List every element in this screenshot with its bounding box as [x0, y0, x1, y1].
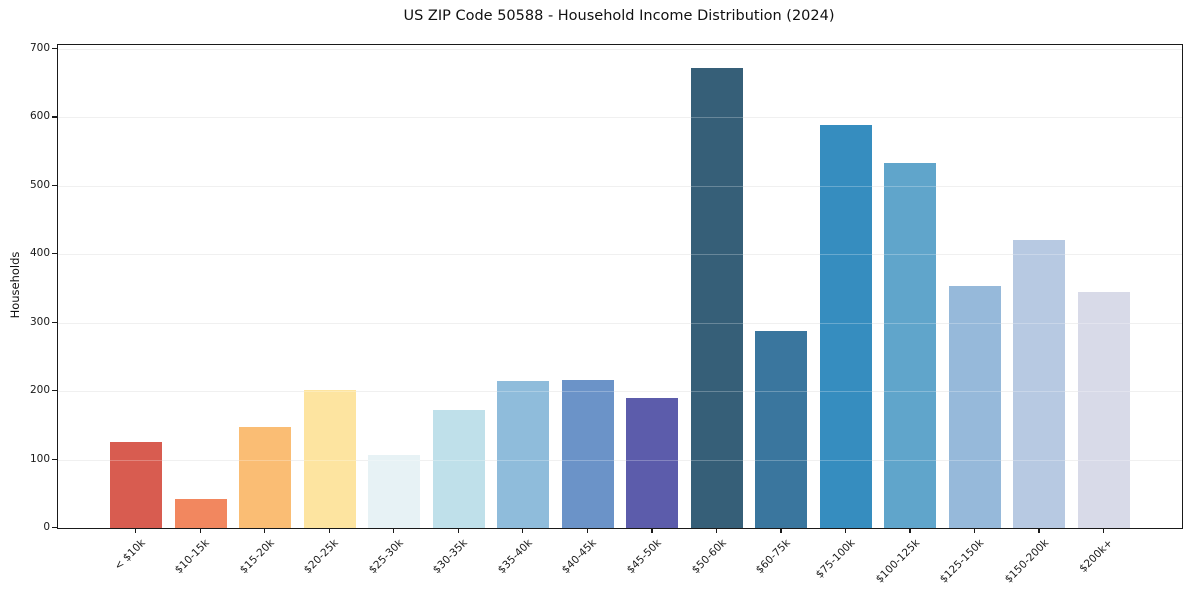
- x-tick-mark: [973, 528, 976, 533]
- gridline: [58, 459, 1182, 461]
- x-tick-label: $100-125k: [873, 537, 922, 586]
- bar-45-50k: [626, 397, 679, 528]
- bar-10k: [110, 441, 162, 528]
- bar-10-15k: [174, 499, 227, 528]
- bar-30-35k: [432, 410, 485, 528]
- gridline-overlay: [58, 254, 1182, 256]
- bar-100-125k: [884, 163, 937, 528]
- x-tick-mark: [780, 528, 782, 533]
- x-tick-mark: [1038, 528, 1040, 533]
- gridline: [58, 254, 1182, 256]
- y-tick-mark: [52, 390, 57, 392]
- bar-15-20k: [239, 426, 292, 528]
- x-tick-label: < $10k: [111, 537, 148, 573]
- x-tick-mark: [651, 528, 653, 533]
- x-tick-label: $200k+: [1077, 537, 1116, 575]
- bar-150-200k: [1013, 239, 1066, 528]
- bar-35-40k: [497, 380, 550, 528]
- x-tick-label: $20-25k: [302, 537, 342, 577]
- y-tick-label: 500: [29, 178, 50, 191]
- y-tick-label: 700: [29, 41, 50, 54]
- x-tick-mark: [264, 528, 266, 533]
- x-tick-label: $75-100k: [813, 537, 858, 581]
- y-tick-label: 600: [29, 110, 50, 123]
- x-tick-mark: [844, 528, 847, 533]
- y-tick-label: 400: [29, 247, 50, 260]
- x-tick-label: $40-45k: [560, 537, 600, 577]
- y-tick-mark: [52, 458, 57, 460]
- x-tick-mark: [522, 528, 524, 533]
- x-tick-label: $150-200k: [1002, 537, 1051, 586]
- bar-125-150k: [948, 285, 1001, 528]
- y-tick-label: 200: [29, 384, 50, 397]
- gridline: [58, 322, 1182, 324]
- gridline-overlay: [58, 322, 1182, 324]
- chart-title: US ZIP Code 50588 - Household Income Dis…: [403, 8, 835, 24]
- x-tick-mark: [586, 528, 589, 533]
- gridline: [58, 117, 1182, 119]
- bar-200k: [1078, 291, 1130, 528]
- y-axis-label: Households: [8, 251, 22, 319]
- bar-50-60k: [690, 68, 743, 528]
- x-tick-label: $35-40k: [495, 537, 535, 577]
- x-tick-label: $15-20k: [237, 537, 277, 577]
- y-tick-mark: [52, 116, 57, 118]
- x-tick-mark: [328, 528, 330, 533]
- bar-25-30k: [368, 454, 421, 528]
- y-tick-mark: [52, 527, 57, 529]
- y-tick-label: 0: [43, 521, 50, 533]
- gridline-overlay: [58, 117, 1182, 119]
- gridline-overlay: [58, 48, 1182, 50]
- x-tick-label: $10-15k: [172, 537, 213, 577]
- y-tick-mark: [52, 253, 57, 255]
- x-tick-mark: [909, 528, 911, 533]
- x-tick-label: $25-30k: [366, 537, 406, 577]
- y-tick-label: 300: [29, 315, 50, 328]
- gridline: [58, 48, 1182, 50]
- gridline-overlay: [58, 391, 1182, 393]
- gridline-overlay: [58, 459, 1182, 461]
- x-tick-mark: [199, 528, 201, 533]
- x-tick-label: $125-150k: [937, 537, 987, 586]
- x-tick-label: $45-50k: [624, 537, 664, 577]
- bar-60-75k: [755, 330, 808, 528]
- gridline-overlay: [58, 185, 1182, 187]
- y-tick-label: 100: [29, 452, 50, 465]
- plot-area: [57, 44, 1183, 529]
- bar-75-100k: [819, 124, 872, 528]
- x-tick-label: $30-35k: [431, 537, 471, 577]
- x-tick-mark: [715, 528, 718, 533]
- y-tick-mark: [52, 184, 57, 187]
- x-tick-mark: [1103, 528, 1105, 533]
- x-tick-mark: [135, 528, 137, 533]
- x-tick-label: $50-60k: [689, 537, 729, 577]
- bar-40-45k: [561, 380, 614, 528]
- bar-20-25k: [303, 390, 356, 528]
- y-tick-mark: [52, 47, 57, 50]
- x-tick-mark: [393, 528, 395, 533]
- x-tick-mark: [457, 528, 459, 533]
- gridline: [58, 391, 1182, 393]
- x-tick-label: $60-75k: [753, 537, 793, 577]
- y-tick-mark: [52, 321, 57, 323]
- gridline: [58, 185, 1182, 187]
